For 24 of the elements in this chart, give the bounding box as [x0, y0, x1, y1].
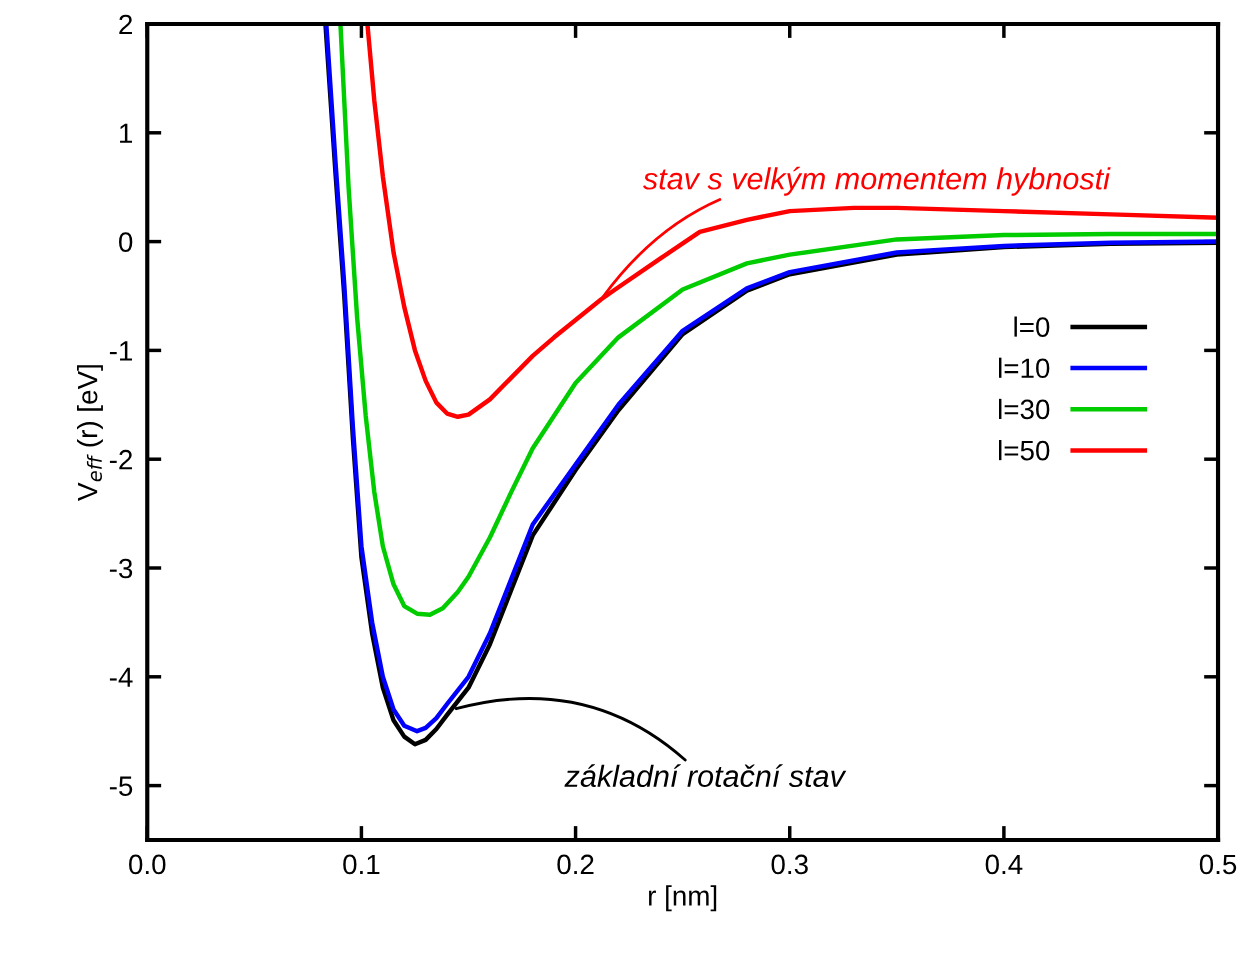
legend-label: l=30 — [999, 398, 1050, 420]
line-series — [365, 24, 1219, 419]
y-tick-label: 2 — [119, 14, 132, 35]
x-tick-label: 0.2 — [557, 854, 594, 875]
x-tick-label: 0.4 — [985, 854, 1023, 875]
y-tick-label: -1 — [109, 341, 133, 361]
legend-label: l=50 — [999, 440, 1050, 461]
y-tick-label: 0 — [119, 232, 133, 252]
y-tick-label: -2 — [109, 449, 132, 470]
y-tick-label: 1 — [120, 123, 133, 143]
x-tick-label: 0.1 — [343, 854, 380, 875]
annotation: stav s velkým momentem hybnosti — [643, 166, 1111, 196]
x-tick-label: 0.0 — [129, 854, 166, 875]
x-tick-label: 0.5 — [1199, 854, 1237, 875]
y-tick-label: -5 — [109, 776, 133, 796]
line-series — [338, 24, 1219, 617]
y-tick-label: -3 — [109, 558, 133, 579]
y-tick-label: -4 — [109, 667, 133, 687]
legend-label: l=10 — [999, 357, 1050, 379]
x-tick-label: 0.3 — [771, 854, 808, 875]
annotation: základní rotační stav — [564, 764, 847, 788]
y-axis-title: V$_{eff}$ (r) [eV] — [77, 365, 103, 501]
x-axis-title: r [nm] — [649, 885, 717, 912]
legend-label: l=0 — [1014, 316, 1050, 337]
